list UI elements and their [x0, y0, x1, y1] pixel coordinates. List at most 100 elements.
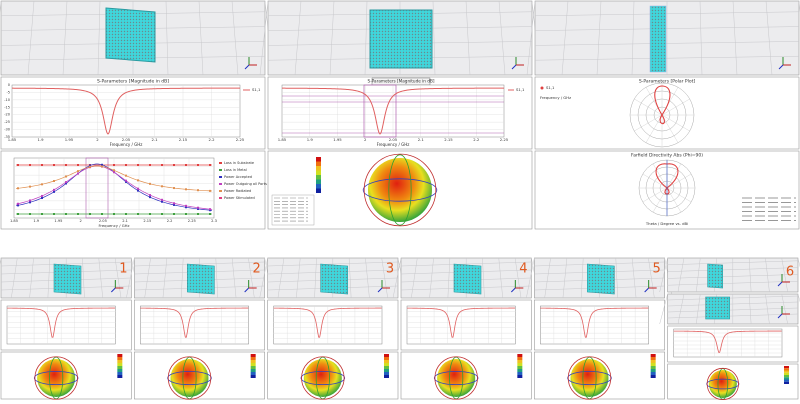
colorbar: [384, 363, 389, 366]
point-marker: [197, 206, 199, 209]
axis-icon: [777, 281, 783, 287]
axis-icon: [110, 287, 116, 293]
panel: [534, 76, 800, 150]
colorbar: [650, 375, 656, 378]
point-marker: [41, 197, 43, 200]
grid-line: [231, 257, 237, 299]
point-marker: [125, 180, 127, 183]
point-marker: [41, 164, 43, 166]
point-marker: [197, 207, 199, 210]
grid-line: [534, 55, 800, 61]
grid-line: [797, 257, 800, 268]
point-marker: [113, 164, 115, 166]
label: -35: [4, 135, 10, 139]
colorbar: [384, 372, 389, 375]
colorbar: [784, 366, 789, 369]
grid-line: [296, 257, 301, 299]
point-marker: [101, 165, 103, 168]
patch-antenna: [105, 7, 156, 63]
colorbar: [117, 360, 123, 363]
point-marker: [101, 213, 103, 215]
colorbar: [517, 363, 523, 366]
legend-swatch: [540, 86, 544, 90]
label: Frequency / GHz: [540, 95, 571, 100]
patch-antenna: [453, 263, 482, 295]
grid-line: [526, 257, 535, 299]
colorbar: [517, 360, 523, 363]
grid-line: [215, 257, 219, 299]
thumbnail-number: 2: [253, 262, 261, 277]
label: 2.2: [167, 219, 173, 223]
grid-line: [259, 257, 268, 299]
radiation-pattern: [303, 359, 342, 397]
point-marker: [185, 188, 187, 191]
thumbnail-number: 4: [519, 262, 527, 277]
grid-line: [365, 257, 370, 299]
colorbar: [384, 357, 389, 360]
colorbar: [650, 363, 656, 366]
point-marker: [197, 189, 199, 192]
point-marker: [197, 213, 199, 215]
grid-line: [498, 257, 503, 299]
point-marker: [161, 198, 163, 201]
colorbar: [117, 363, 123, 366]
label: 2.05: [122, 137, 131, 142]
colorbar: [250, 369, 256, 372]
label: S-Parameters [Polar Plot]: [639, 79, 695, 85]
point-marker: [41, 213, 43, 215]
colorbar: [784, 377, 789, 380]
marker-band: [85, 157, 109, 219]
point-marker: [17, 187, 19, 190]
thumbnail-number: 1: [119, 262, 127, 277]
label: 2.15: [444, 137, 453, 142]
radiation-pattern: [708, 370, 737, 398]
orbit: [301, 356, 345, 400]
grid-line: [765, 0, 773, 76]
point-marker: [185, 206, 187, 209]
marker-band: [363, 84, 397, 138]
grid-line: [465, 0, 471, 76]
point-marker: [29, 201, 31, 204]
patch-antenna: [705, 296, 730, 320]
curve: [140, 307, 249, 338]
label: Frequency / GHz: [98, 223, 129, 228]
point-marker: [209, 208, 211, 211]
legend-swatch: [219, 183, 222, 185]
grid-line: [514, 257, 522, 299]
grid-line: [498, 0, 506, 76]
label: -10: [4, 98, 10, 102]
label: Power Stimulated: [224, 196, 255, 200]
point-marker: [77, 164, 79, 166]
patch-antenna: [53, 263, 82, 295]
label: 1.95: [65, 137, 74, 142]
colorbar: [517, 366, 523, 369]
grid-line: [429, 257, 434, 299]
grid-line: [411, 257, 418, 299]
colorbar: [784, 370, 789, 373]
label: S-Parameters [Magnitude in dB]: [97, 79, 169, 85]
colorbar: [517, 354, 523, 357]
point-marker: [149, 164, 151, 166]
grid-line: [631, 0, 635, 76]
grid-line: [62, 0, 68, 76]
label: 2.2: [208, 137, 215, 142]
orbit: [362, 178, 438, 202]
label: Power Accepted: [224, 175, 252, 179]
point-marker: [113, 171, 115, 174]
grid-line: [648, 257, 655, 299]
point-marker: [137, 213, 139, 215]
point-marker: [41, 194, 43, 197]
point-marker: [197, 164, 199, 166]
orbit: [434, 356, 478, 400]
label: Theta / Degree vs. dBi: [645, 221, 688, 226]
colorbar: [250, 372, 256, 375]
point-marker: [161, 213, 163, 215]
axis-icon: [644, 287, 650, 293]
point-marker: [65, 181, 67, 184]
axis-icon: [510, 287, 516, 293]
colorbar: [316, 170, 321, 175]
point-marker: [41, 183, 43, 186]
grid-line: [534, 261, 665, 267]
point-marker: [65, 175, 67, 178]
grid-line: [732, 0, 738, 76]
